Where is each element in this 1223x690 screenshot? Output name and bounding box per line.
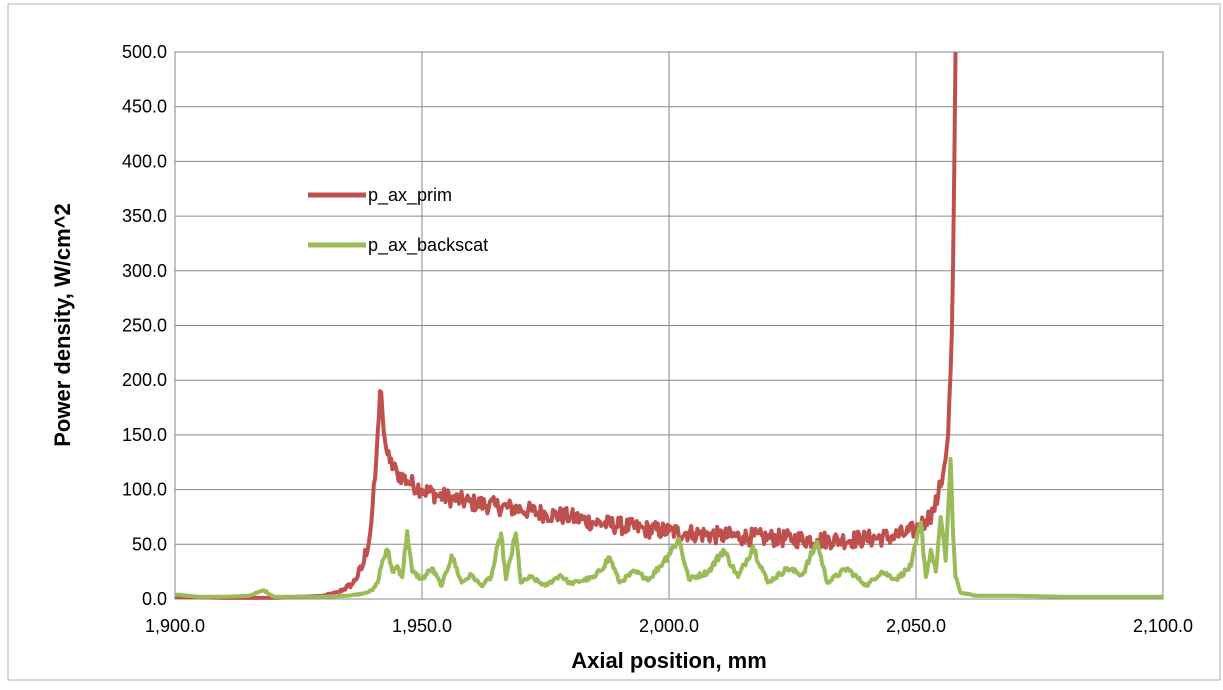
y-tick-label: 350.0 [122, 206, 167, 226]
legend-label-p-ax-backscat: p_ax_backscat [368, 235, 488, 256]
y-axis-title: Power density, W/cm^2 [50, 203, 75, 447]
x-tick-label: 2,000.0 [639, 616, 699, 636]
x-tick-label: 1,900.0 [145, 616, 205, 636]
legend-label-p-ax-prim: p_ax_prim [368, 185, 452, 206]
y-tick-label: 250.0 [122, 316, 167, 336]
axes: 0.0 50.0 100.0 150.0 200.0 250.0 300.0 350.0 400… [122, 42, 1193, 636]
y-tick-label: 0.0 [142, 589, 167, 609]
series-line-p-ax-backscat [174, 456, 1164, 599]
series-layer [174, 51, 1164, 600]
y-tick-label: 50.0 [132, 534, 167, 554]
legend: p_ax_prim p_ax_backscat [308, 185, 488, 256]
x-axis-title: Axial position, mm [571, 648, 767, 673]
y-tick-label: 300.0 [122, 261, 167, 281]
y-tick-label: 150.0 [122, 425, 167, 445]
y-tick-label: 450.0 [122, 97, 167, 117]
y-tick-label: 500.0 [122, 42, 167, 62]
plot-area [174, 51, 1164, 600]
x-tick-label: 1,950.0 [392, 616, 452, 636]
x-tick-label: 2,050.0 [886, 616, 946, 636]
x-tick-label: 2,100.0 [1133, 616, 1193, 636]
chart-frame [7, 3, 1221, 681]
y-tick-label: 200.0 [122, 370, 167, 390]
y-tick-label: 100.0 [122, 480, 167, 500]
grid [174, 51, 1164, 600]
y-tick-label: 400.0 [122, 151, 167, 171]
